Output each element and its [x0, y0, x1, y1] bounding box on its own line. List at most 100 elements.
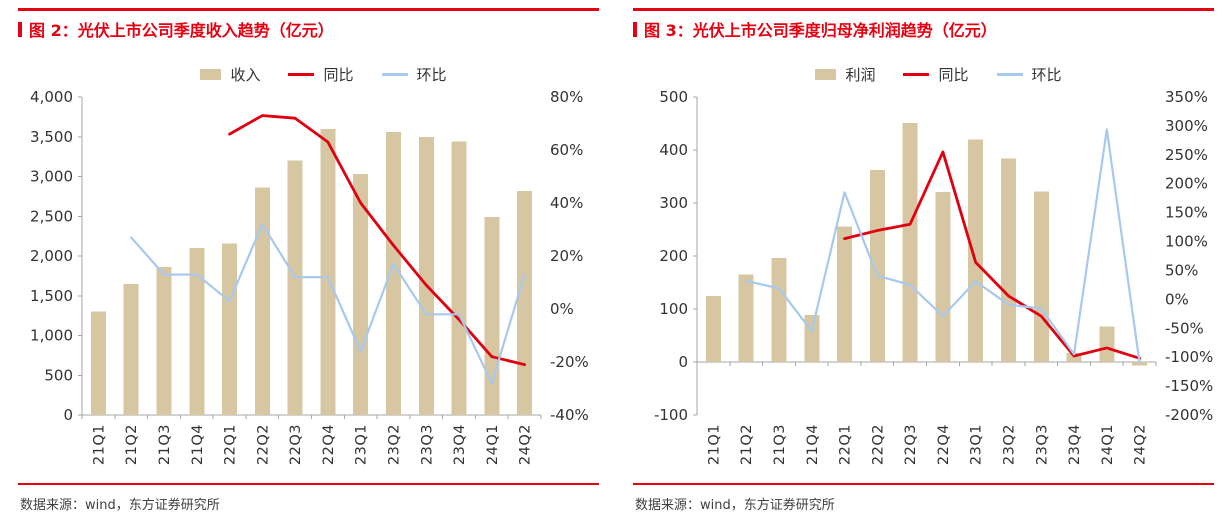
svg-text:100%: 100% [1165, 233, 1208, 251]
x-label: 21Q3 [157, 424, 173, 465]
legend-item-qoq: 环比 [996, 64, 1062, 85]
bar [771, 258, 787, 362]
svg-text:200%: 200% [1165, 175, 1208, 193]
svg-text:1,000: 1,000 [30, 327, 73, 345]
legend-label: 同比 [323, 66, 354, 84]
bar [804, 314, 820, 362]
svg-text:500: 500 [659, 89, 688, 106]
svg-text:-40%: -40% [550, 406, 589, 424]
svg-text:-100: -100 [654, 406, 688, 424]
svg-text:-150%: -150% [1165, 377, 1213, 395]
svg-text:20%: 20% [550, 247, 583, 265]
svg-text:3,000: 3,000 [30, 168, 73, 186]
bar [935, 191, 951, 362]
x-label: 23Q2 [386, 424, 402, 465]
svg-text:2,500: 2,500 [30, 207, 73, 225]
svg-text:200: 200 [659, 247, 688, 265]
bar [385, 131, 401, 416]
x-label: 22Q2 [870, 424, 886, 465]
svg-text:-50%: -50% [1165, 319, 1204, 337]
bar [123, 283, 139, 415]
x-label: 23Q1 [354, 424, 370, 465]
qoq-line-swatch [381, 73, 408, 76]
legend-item-qoq: 环比 [381, 64, 447, 85]
legend-item-yoy: 同比 [903, 64, 969, 85]
legend-item-revenue: 收入 [200, 64, 260, 85]
bars [705, 122, 1148, 366]
x-label: 22Q1 [838, 424, 854, 465]
bar [451, 141, 467, 415]
bar [484, 217, 500, 415]
data-source-note: 数据来源：wind，东方证券研究所 [635, 497, 835, 513]
x-label: 21Q4 [190, 424, 206, 465]
title-marker-icon [18, 21, 22, 37]
svg-text:-100%: -100% [1165, 348, 1213, 366]
svg-text:0%: 0% [1165, 290, 1189, 308]
x-axis-labels: 21Q1 21Q2 21Q3 21Q4 22Q1 22Q2 22Q3 22Q4 23Q1 23Q2… [91, 424, 533, 465]
panel-bottom-rule [633, 483, 1214, 485]
x-label: 23Q1 [969, 424, 985, 465]
bar [837, 226, 853, 362]
data-source-note: 数据来源：wind，东方证券研究所 [20, 497, 220, 513]
bar [189, 248, 205, 415]
bars [90, 128, 533, 416]
series-line-yoy [843, 150, 1142, 360]
series-line-qoq [130, 223, 526, 385]
series-line-qoq [745, 128, 1141, 365]
qoq-line-swatch [996, 73, 1023, 76]
legend-label: 环比 [416, 66, 447, 84]
chart-title-text: 图 2：光伏上市公司季度收入趋势（亿元） [29, 21, 334, 40]
left-axis-labels: 4,000 3,500 3,000 2,500 2,000 1,500 1,000 500 0 [30, 89, 73, 424]
x-label: 21Q1 [91, 424, 107, 465]
x-label: 21Q4 [805, 424, 821, 465]
svg-text:0%: 0% [550, 300, 574, 318]
svg-text:0: 0 [678, 353, 688, 371]
x-label: 23Q3 [419, 424, 435, 465]
bar [320, 128, 336, 416]
yoy-line-swatch [903, 73, 930, 76]
bar [90, 311, 106, 415]
x-label: 22Q4 [936, 424, 952, 465]
bar [222, 243, 238, 415]
x-axis-labels: 21Q1 21Q2 21Q3 21Q4 22Q1 22Q2 22Q3 22Q4 23Q1 23Q2… [706, 424, 1148, 465]
profit-chart-canvas: 500 400 300 200 100 0 -100 350% 300% 250% 200% 150%… [654, 89, 1213, 465]
bar [1066, 352, 1082, 362]
x-label: 21Q3 [772, 424, 788, 465]
right-axis-labels: 350% 300% 250% 200% 150% 100% 50% 0% -50% -100% -1… [1165, 89, 1213, 424]
x-label: 24Q2 [518, 424, 534, 465]
panel-top-rule [633, 8, 1214, 11]
axes [78, 96, 542, 419]
left-axis-labels: 500 400 300 200 100 0 -100 [654, 89, 688, 424]
chart-legend: 收入 同比 环比 [48, 64, 599, 85]
x-label: 24Q1 [485, 424, 501, 465]
chart-title: 图 3：光伏上市公司季度归母净利润趋势（亿元） [633, 17, 1214, 41]
legend-label: 同比 [938, 66, 969, 84]
x-label: 23Q2 [1001, 424, 1017, 465]
title-marker-icon [633, 21, 637, 37]
bar [287, 160, 303, 415]
bar [517, 190, 533, 415]
revenue-chart-panel: 图 2：光伏上市公司季度收入趋势（亿元） 收入 同比 环比 4,000 3,500… [18, 8, 599, 513]
svg-text:150%: 150% [1165, 204, 1208, 222]
svg-text:2,000: 2,000 [30, 247, 73, 265]
svg-text:4,000: 4,000 [30, 89, 73, 106]
svg-text:250%: 250% [1165, 146, 1208, 164]
series-line-yoy [228, 114, 527, 367]
x-label: 22Q2 [255, 424, 271, 465]
x-label: 22Q3 [903, 424, 919, 465]
bar [738, 274, 754, 362]
svg-text:40%: 40% [550, 194, 583, 212]
panel-bottom-rule [18, 483, 599, 485]
svg-text:80%: 80% [550, 89, 583, 106]
bar [254, 187, 270, 415]
legend-label: 环比 [1031, 66, 1062, 84]
right-axis-labels: 80% 60% 40% 20% 0% -20% -40% [550, 89, 589, 424]
bar [418, 136, 434, 415]
svg-text:350%: 350% [1165, 89, 1208, 106]
svg-text:400: 400 [659, 141, 688, 159]
yoy-line-swatch [288, 73, 315, 76]
bar-swatch [200, 69, 222, 80]
svg-text:-200%: -200% [1165, 406, 1213, 424]
bar [1000, 158, 1016, 362]
svg-text:500: 500 [44, 366, 73, 384]
